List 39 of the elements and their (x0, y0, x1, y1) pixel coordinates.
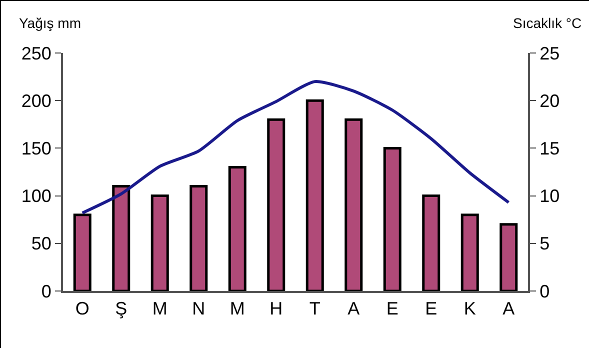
y-tick-label: 100 (21, 186, 52, 206)
bar (383, 146, 402, 291)
y2-tick-label: 15 (540, 138, 560, 158)
bar (228, 166, 246, 291)
x-tick-label: M (230, 298, 245, 319)
x-tick-label: N (192, 298, 206, 319)
y-tick-label: 200 (21, 90, 52, 111)
bar (190, 185, 208, 291)
x-tick-label: E (386, 298, 398, 319)
y2-tick-label: 25 (540, 43, 560, 64)
x-tick-label: T (309, 298, 320, 319)
bar (422, 194, 440, 291)
y2-tick-label: 0 (540, 281, 550, 302)
x-tick-label: A (502, 298, 515, 319)
y-tick-label: 250 (21, 43, 52, 64)
x-tick-label: O (75, 298, 90, 319)
x-tick-label: H (270, 298, 283, 319)
bar (344, 118, 363, 291)
y-tick-label: 150 (21, 138, 52, 158)
y-tick-label: 0 (41, 281, 52, 302)
bar (460, 214, 479, 291)
line-series (80, 80, 510, 214)
y2-tick-label: 5 (540, 234, 550, 254)
bar (267, 118, 286, 291)
x-tick-label: Ş (115, 298, 128, 319)
bar (73, 214, 92, 291)
bar (112, 185, 130, 291)
bar (500, 223, 518, 291)
x-tick-label: M (152, 298, 168, 319)
y2-tick-label: 20 (540, 90, 560, 111)
y2-axis-title: Sıcaklık °C (513, 15, 582, 31)
x-tick-label: E (425, 298, 438, 319)
x-tick-label: A (348, 298, 360, 319)
x-tick-label: K (464, 298, 476, 319)
y2-tick-label: 10 (540, 186, 560, 206)
y-axis-title: Yağış mm (19, 15, 81, 31)
bar (150, 194, 169, 291)
bar (306, 99, 324, 291)
y-tick-label: 50 (31, 234, 52, 254)
